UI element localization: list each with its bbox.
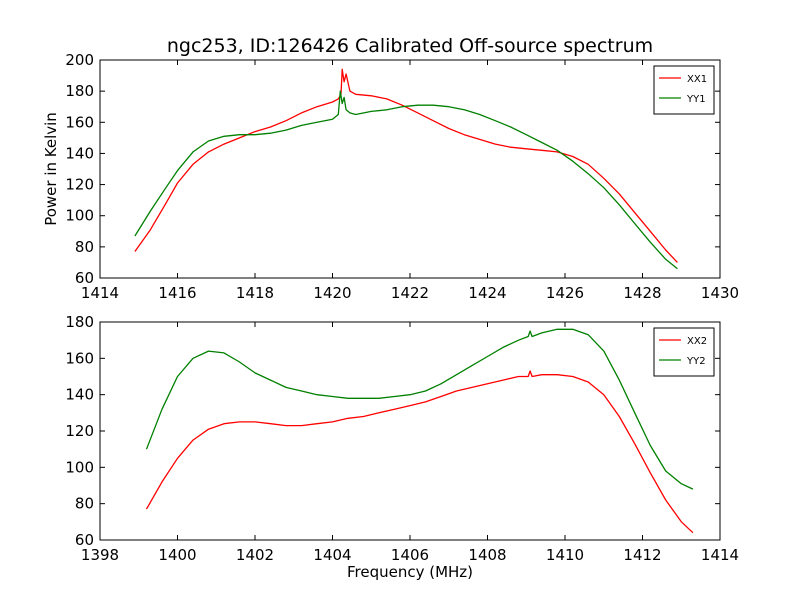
y-tick-label: 200 (65, 51, 94, 69)
x-tick-label: 1400 (158, 546, 196, 564)
legend: XX2 YY2 (653, 327, 715, 377)
y-tick-label: 100 (65, 458, 94, 476)
legend-box (653, 327, 715, 377)
chart-1: 1414 1416 1418 1420 1422 1424 1426 1428 1430 60 80… (42, 51, 739, 302)
y-axis-label: Power in Kelvin (42, 112, 60, 226)
x-tick-label: 1426 (546, 284, 584, 302)
y-tick-label: 160 (65, 113, 94, 131)
y-tick-label: 80 (75, 495, 94, 513)
x-tick-label: 1408 (468, 546, 506, 564)
y-tick-label: 140 (65, 386, 94, 404)
legend-box (653, 65, 715, 115)
figure-title: ngc253, ID:126426 Calibrated Off-source … (167, 35, 653, 57)
y-tick-label: 120 (65, 422, 94, 440)
x-axis-label: Frequency (MHz) (347, 563, 473, 581)
x-tick-label: 1398 (81, 546, 119, 564)
series-line-xx1 (134, 68, 678, 263)
y-tick-label: 140 (65, 144, 94, 162)
legend-label-xx2: XX2 (687, 336, 707, 347)
y-tick-label: 160 (65, 349, 94, 367)
charts: 1414 1416 1418 1420 1422 1424 1426 1428 1430 60 80… (42, 51, 739, 581)
x-tick-label: 1414 (81, 284, 119, 302)
legend: XX1 YY1 (653, 65, 715, 115)
legend-label-xx1: XX1 (687, 74, 707, 85)
y-tick-label: 100 (65, 207, 94, 225)
x-tick-label: 1416 (158, 284, 196, 302)
x-tick-label: 1420 (313, 284, 351, 302)
x-tick-label: 1414 (701, 546, 739, 564)
x-tick-label: 1428 (623, 284, 661, 302)
x-tick-label: 1404 (313, 546, 351, 564)
series-line-yy2 (145, 328, 694, 490)
y-tick-label: 60 (75, 269, 94, 287)
y-tick-label: 180 (65, 313, 94, 331)
x-tick-label: 1410 (546, 546, 584, 564)
x-tick-label: 1430 (701, 284, 739, 302)
x-tick-label: 1406 (391, 546, 429, 564)
x-tick-label: 1412 (623, 546, 661, 564)
chart-2: 1398 1400 1402 1404 1406 1408 1410 1412 1414 60 80… (65, 313, 739, 581)
y-tick-label: 60 (75, 531, 94, 549)
y-tick-label: 120 (65, 176, 94, 194)
legend-label-yy2: YY2 (686, 356, 706, 367)
x-tick-label: 1402 (236, 546, 274, 564)
x-tick-label: 1418 (236, 284, 274, 302)
legend-label-yy1: YY1 (686, 94, 706, 105)
series-line-xx2 (145, 370, 694, 534)
x-tick-label: 1424 (468, 284, 506, 302)
series-line-yy1 (134, 90, 678, 270)
y-tick-label: 180 (65, 82, 94, 100)
x-tick-label: 1422 (391, 284, 429, 302)
y-tick-label: 80 (75, 238, 94, 256)
